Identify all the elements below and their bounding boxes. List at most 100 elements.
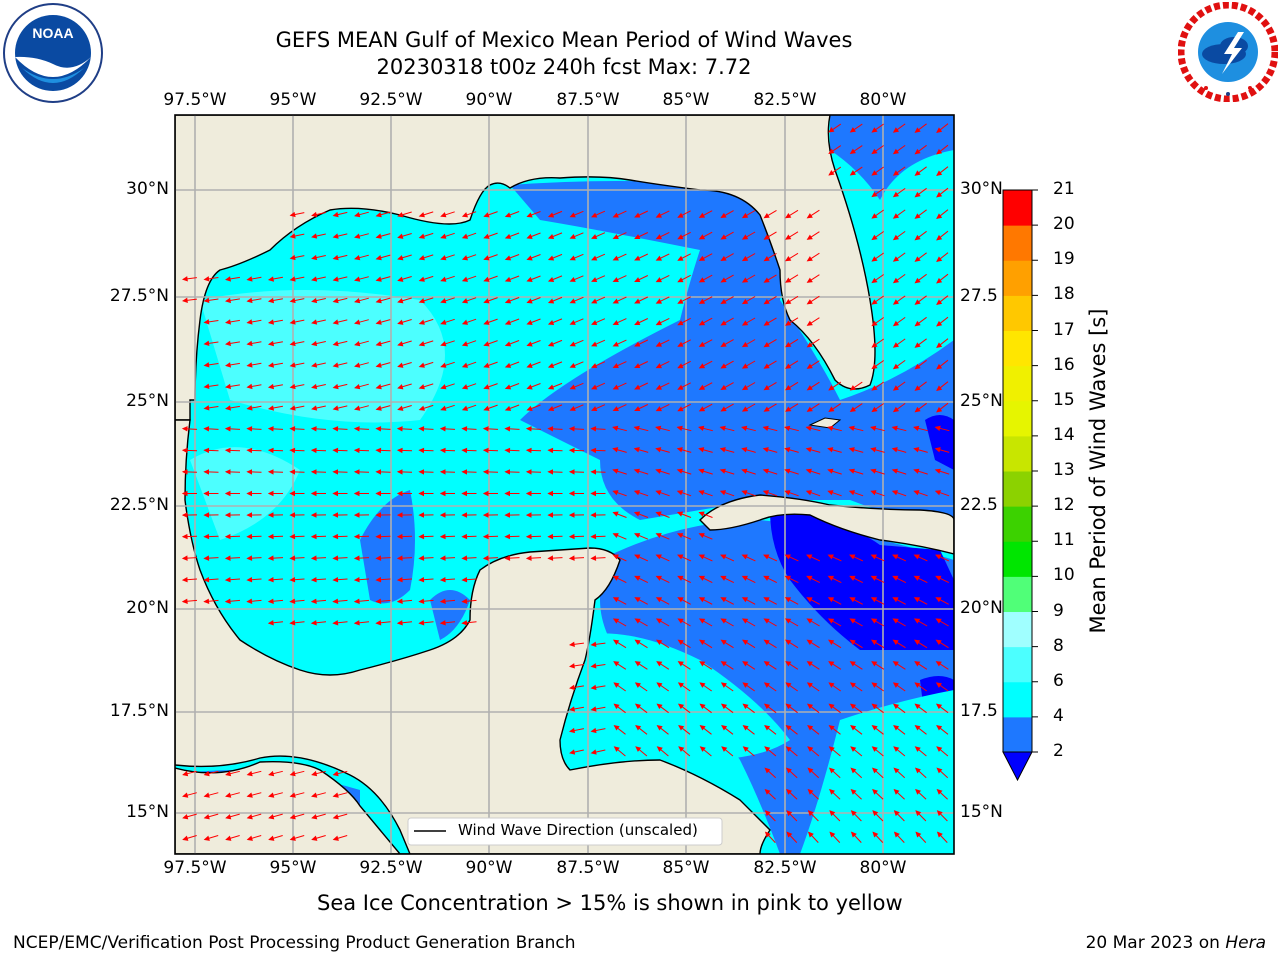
wind-arrow [934,447,950,453]
wind-arrow [375,254,391,261]
wind-arrow [655,210,670,218]
wind-arrow [181,555,198,561]
wind-arrow [871,724,884,735]
wind-arrow [806,682,820,692]
wind-arrow [849,682,863,692]
wind-arrow [698,274,713,283]
wind-arrow [784,468,799,475]
wind-arrow [785,661,799,670]
sea-ice-note: Sea Ice Concentration > 15% is shown in … [317,891,903,915]
wind-arrow [633,425,649,432]
wind-arrow [547,339,563,347]
wind-arrow [461,426,477,432]
wind-arrow [915,831,927,843]
wind-arrow [721,724,734,735]
wind-arrow [850,746,863,757]
wind-arrow [483,297,498,304]
wind-arrow [828,145,842,155]
wind-arrow [698,210,713,218]
colorbar-segment [1003,435,1032,472]
wind-arrow [634,382,649,390]
wind-arrow [913,468,928,475]
wind-arrow [547,296,563,304]
wind-arrow [870,425,885,432]
wind-arrow [849,639,863,649]
wind-arrow [418,512,434,518]
wind-arrow [633,447,649,453]
wind-arrow [267,276,283,282]
wind-arrow [914,682,927,692]
lat-tick-right: 22.5 [960,495,998,515]
wind-arrow [655,468,670,475]
wind-arrow [547,533,563,540]
wind-arrow [827,425,842,432]
wind-arrow [698,253,713,261]
colorbar-segment [1003,541,1032,577]
wind-arrow [224,555,241,561]
wind-arrow [612,511,627,518]
wind-arrow [461,469,477,475]
wind-arrow [181,426,198,432]
colorbar-segment [1003,646,1032,683]
wind-arrow [762,447,778,453]
wind-arrow [267,426,284,432]
wind-arrow [568,469,585,475]
wind-arrow [720,253,734,261]
lon-tick-top: 92.5°W [359,90,423,110]
wind-arrow [224,362,240,368]
wind-arrow [568,533,585,540]
wind-arrow [634,232,649,239]
wind-arrow [613,746,626,757]
wind-arrow [677,253,691,261]
wind-arrow [590,555,606,561]
wind-arrow [892,359,906,370]
wind-arrow [526,383,541,390]
wind-arrow [936,123,949,134]
wind-arrows [181,123,950,843]
wind-arrow [353,555,370,561]
wind-arrow [785,403,799,412]
wind-arrow [547,361,563,368]
wind-arrow [354,383,369,390]
wind-arrow [375,405,391,411]
wind-arrow [915,788,927,800]
wind-arrow [267,512,284,518]
wind-arrow [440,232,455,239]
wind-arrow [936,746,949,757]
wind-arrow [267,405,283,411]
lon-tick-top: 95°W [269,90,317,110]
wind-arrow [936,144,949,155]
wind-arrow [892,295,906,305]
wind-arrow [289,555,305,561]
wind-arrow [461,361,477,368]
wind-arrow [310,576,327,583]
colorbar-tick-label: 17 [1053,319,1075,340]
wind-arrow [396,620,413,626]
lat-tick-right: 27.5 [960,286,998,306]
wind-arrow [418,447,434,454]
wind-arrow [914,746,927,757]
wind-arrow [289,792,305,798]
wind-arrow [785,274,799,283]
wind-arrow [827,554,842,562]
wind-arrow [741,403,756,412]
land-mexico [175,419,771,854]
colorbar-tick-label: 9 [1053,600,1064,621]
wind-arrow [332,340,348,347]
wind-arrow [203,276,219,282]
wind-arrow [807,831,819,843]
wind-arrow [591,210,606,218]
wind-arrow [267,555,284,561]
wind-arrow [332,319,348,325]
wind-arrow [678,724,691,735]
wind-arrow [936,338,949,349]
noaa-logo-text: NOAA [32,25,73,41]
wind-arrow [805,490,821,497]
wind-arrow [311,254,326,261]
colorbar-tick-label: 4 [1053,705,1064,726]
wind-arrow [763,703,777,714]
wind-arrow [569,339,584,347]
wind-arrow [310,555,327,561]
wind-arrow [246,362,262,368]
wind-arrow [871,317,884,327]
